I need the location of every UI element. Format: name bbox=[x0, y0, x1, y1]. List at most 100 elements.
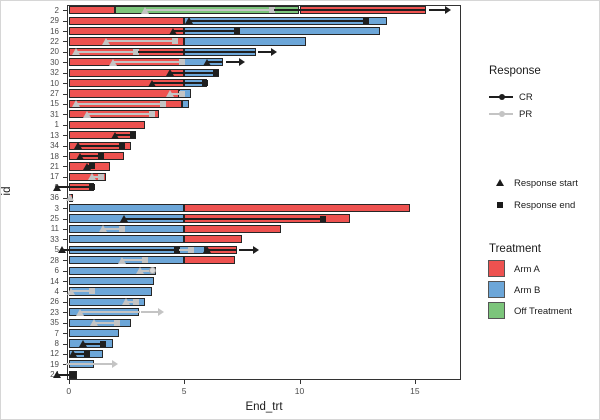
response-line bbox=[91, 175, 101, 178]
response-line bbox=[61, 248, 178, 251]
response-line bbox=[80, 311, 141, 314]
pr-label: PR bbox=[519, 109, 533, 120]
ongoing-arrow-line bbox=[105, 363, 114, 366]
x-tick-label: 10 bbox=[294, 386, 305, 396]
response-end-marker bbox=[363, 17, 370, 24]
y-tick-mark bbox=[63, 208, 67, 210]
response-line bbox=[82, 342, 104, 345]
response-line bbox=[103, 227, 122, 230]
y-tick-mark bbox=[63, 72, 67, 74]
y-tick-mark bbox=[63, 364, 67, 366]
response-start-marker bbox=[203, 246, 212, 254]
response-end-marker bbox=[98, 153, 104, 160]
y-tick-mark bbox=[63, 312, 67, 314]
response-line bbox=[112, 61, 182, 64]
response-start-marker bbox=[71, 100, 80, 108]
arm-a-swatch-icon bbox=[488, 260, 505, 277]
response-line bbox=[151, 82, 205, 85]
y-tick-label: 18 bbox=[50, 151, 59, 161]
treatment-bar bbox=[68, 16, 185, 25]
ongoing-arrow-line bbox=[257, 50, 273, 53]
y-tick-label: 8 bbox=[54, 339, 59, 349]
treatment-bar bbox=[184, 256, 235, 265]
y-tick-mark bbox=[63, 156, 67, 158]
y-tick-mark bbox=[63, 114, 67, 116]
y-tick-label: 34 bbox=[50, 141, 59, 151]
y-tick-mark bbox=[63, 218, 67, 220]
response-end-marker bbox=[171, 38, 178, 45]
x-tick-label: 5 bbox=[181, 386, 187, 396]
y-tick-label: 10 bbox=[50, 78, 59, 88]
y-tick-label: 25 bbox=[50, 214, 59, 224]
y-tick-mark bbox=[63, 83, 67, 85]
response-start-label: Response start bbox=[514, 178, 578, 189]
response-line bbox=[66, 363, 106, 366]
response-start-marker bbox=[136, 267, 145, 275]
response-line bbox=[126, 300, 136, 303]
response-start-marker bbox=[120, 215, 129, 223]
y-tick-label: 17 bbox=[50, 172, 59, 182]
response-start-marker bbox=[108, 58, 117, 66]
response-end-marker bbox=[98, 173, 104, 180]
pr-line-icon bbox=[489, 111, 513, 117]
response-end-marker bbox=[70, 371, 77, 378]
y-tick-mark bbox=[63, 322, 67, 324]
legend: Response CR PR Response start Response e… bbox=[461, 1, 599, 419]
y-tick-label: 21 bbox=[50, 161, 59, 171]
x-tick-mark bbox=[414, 380, 416, 384]
y-tick-mark bbox=[63, 270, 67, 272]
y-tick-mark bbox=[63, 343, 67, 345]
ongoing-arrow-head bbox=[158, 308, 165, 317]
treatment-bar bbox=[68, 276, 155, 286]
arm-b-swatch-icon bbox=[488, 281, 505, 298]
response-line bbox=[80, 155, 101, 158]
y-tick-label: 35 bbox=[50, 318, 59, 328]
response-line bbox=[207, 61, 224, 64]
y-tick-label: 36 bbox=[50, 193, 59, 203]
response-line bbox=[75, 50, 136, 53]
response-circle-marker bbox=[148, 267, 156, 275]
x-tick-mark bbox=[184, 380, 186, 384]
triangle-icon bbox=[496, 179, 504, 186]
y-tick-label: 12 bbox=[50, 349, 59, 359]
response-end-marker bbox=[100, 340, 107, 347]
response-line bbox=[57, 373, 74, 376]
response-end-marker bbox=[84, 350, 91, 357]
ongoing-arrow-line bbox=[428, 9, 446, 12]
y-tick-label: 24 bbox=[50, 370, 59, 380]
ongoing-arrow-head bbox=[112, 360, 119, 369]
response-end-marker bbox=[141, 257, 148, 264]
ongoing-arrow-line bbox=[239, 248, 254, 251]
treatment-bar bbox=[68, 204, 185, 213]
y-tick-mark bbox=[63, 239, 67, 241]
y-tick-mark bbox=[63, 260, 67, 262]
response-end-marker bbox=[118, 225, 125, 232]
response-end-marker bbox=[88, 163, 95, 170]
y-tick-label: 6 bbox=[54, 266, 59, 276]
response-start-marker bbox=[67, 287, 75, 295]
y-tick-mark bbox=[63, 176, 67, 178]
response-start-marker bbox=[83, 162, 92, 170]
response-end-marker bbox=[178, 59, 185, 66]
treatment-bar bbox=[68, 6, 115, 15]
arm-a-label: Arm A bbox=[514, 264, 540, 275]
response-legend-title: Response bbox=[489, 65, 541, 77]
y-tick-mark bbox=[63, 197, 67, 199]
response-line bbox=[73, 352, 88, 355]
treatment-bar bbox=[68, 172, 106, 181]
response-line bbox=[77, 144, 122, 147]
response-end-marker bbox=[201, 80, 208, 87]
response-line bbox=[172, 30, 238, 33]
plot-panel-border bbox=[67, 5, 461, 380]
response-line bbox=[137, 50, 256, 53]
response-start-marker bbox=[110, 131, 119, 139]
response-end-marker bbox=[130, 132, 137, 139]
response-line bbox=[57, 186, 92, 189]
response-line bbox=[170, 71, 217, 74]
response-line bbox=[105, 40, 175, 43]
response-line bbox=[114, 134, 134, 137]
response-end-marker bbox=[132, 48, 139, 55]
response-line bbox=[170, 92, 182, 95]
off-treatment-swatch-icon bbox=[488, 302, 505, 319]
y-tick-mark bbox=[63, 41, 67, 43]
